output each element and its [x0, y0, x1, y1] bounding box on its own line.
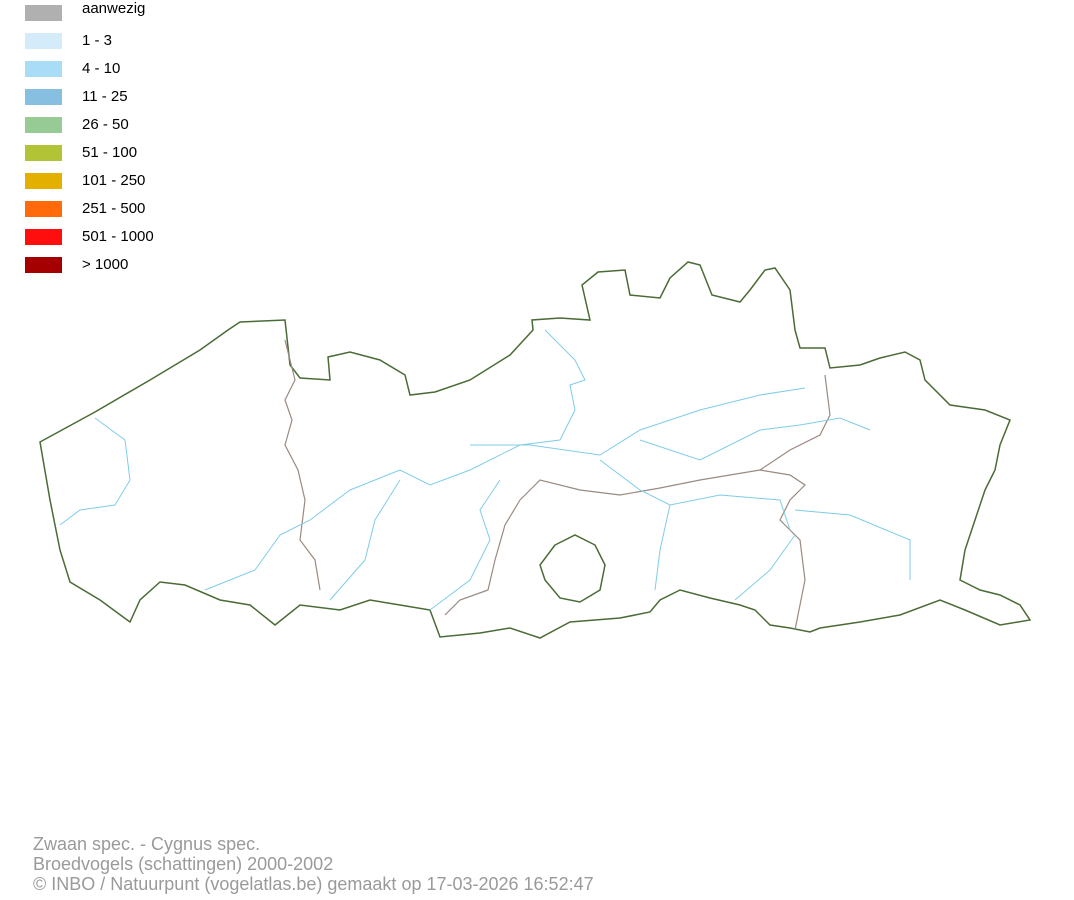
legend-swatch — [25, 5, 62, 21]
brussels-outline — [539, 534, 606, 603]
legend-swatch — [25, 117, 62, 133]
legend-swatch — [25, 201, 62, 217]
legend-swatch — [25, 229, 62, 245]
legend-label: 4 - 10 — [82, 60, 120, 77]
legend-swatch — [25, 145, 62, 161]
province-border — [284, 339, 321, 591]
river — [59, 417, 131, 526]
legend-swatch — [25, 173, 62, 189]
river — [654, 504, 911, 601]
province-border — [444, 499, 521, 616]
province-border — [759, 374, 831, 471]
river — [329, 479, 501, 611]
legend-swatch — [25, 257, 62, 273]
legend: aanwezig 1 - 3 4 - 10 11 - 25 26 - 50 51 - 10… — [25, 0, 154, 273]
footer-credit: © INBO / Natuurpunt (vogelatlas.be) gema… — [33, 874, 594, 894]
legend-label: 251 - 500 — [82, 200, 145, 217]
region-outline — [39, 261, 1032, 639]
legend-label: 11 - 25 — [82, 88, 128, 105]
legend-label: 51 - 100 — [82, 144, 137, 161]
legend-label: 501 - 1000 — [82, 228, 154, 245]
river — [470, 387, 806, 456]
map-layer — [39, 261, 1032, 639]
legend-label: > 1000 — [82, 256, 128, 273]
legend-swatch — [25, 61, 62, 77]
legend-swatch — [25, 33, 62, 49]
river — [204, 329, 586, 591]
legend-label: 26 - 50 — [82, 116, 129, 133]
legend-label: aanwezig — [82, 0, 145, 17]
river — [639, 417, 871, 461]
legend-label: 1 - 3 — [82, 32, 112, 49]
legend-label: 101 - 250 — [82, 172, 145, 189]
province-border — [519, 469, 806, 631]
legend-swatch — [25, 89, 62, 105]
river — [599, 459, 791, 531]
footer-dataset: Broedvogels (schattingen) 2000-2002 — [33, 854, 333, 874]
footer-species: Zwaan spec. - Cygnus spec. — [33, 834, 260, 854]
